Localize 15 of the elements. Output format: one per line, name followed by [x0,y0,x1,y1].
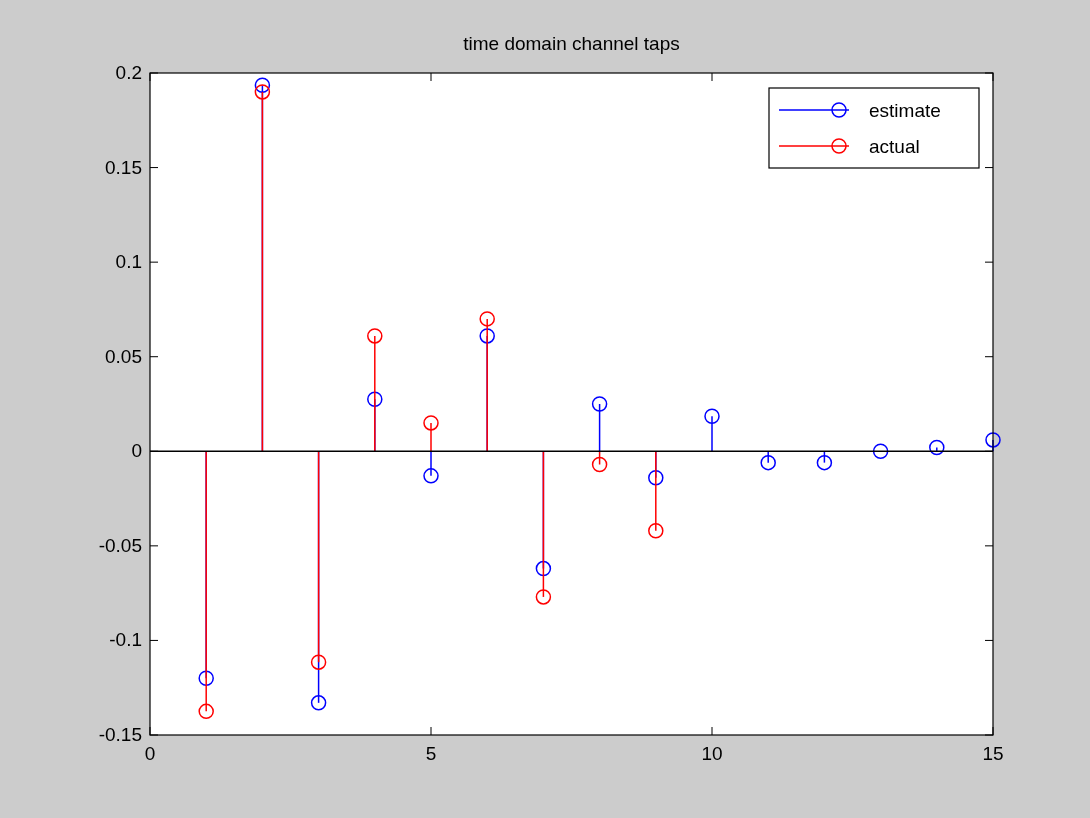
y-tick-label: -0.15 [98,724,142,745]
y-tick-label: 0.2 [115,62,142,83]
x-tick-label: 15 [982,743,1004,764]
y-tick-label: -0.1 [109,629,142,651]
x-tick-label: 10 [701,743,723,764]
y-tick-label: 0.1 [115,251,142,273]
y-tick-label: 0.15 [105,156,142,178]
chart-title: time domain channel taps [463,33,680,54]
y-tick-label: -0.05 [98,534,142,556]
x-tick-label: 5 [425,743,437,764]
y-tick-label: 0.05 [105,345,142,367]
legend-label: actual [869,136,920,157]
y-tick-label: 0 [131,440,142,462]
x-tick-label: 0 [144,743,156,764]
legend-label: estimate [869,100,941,121]
